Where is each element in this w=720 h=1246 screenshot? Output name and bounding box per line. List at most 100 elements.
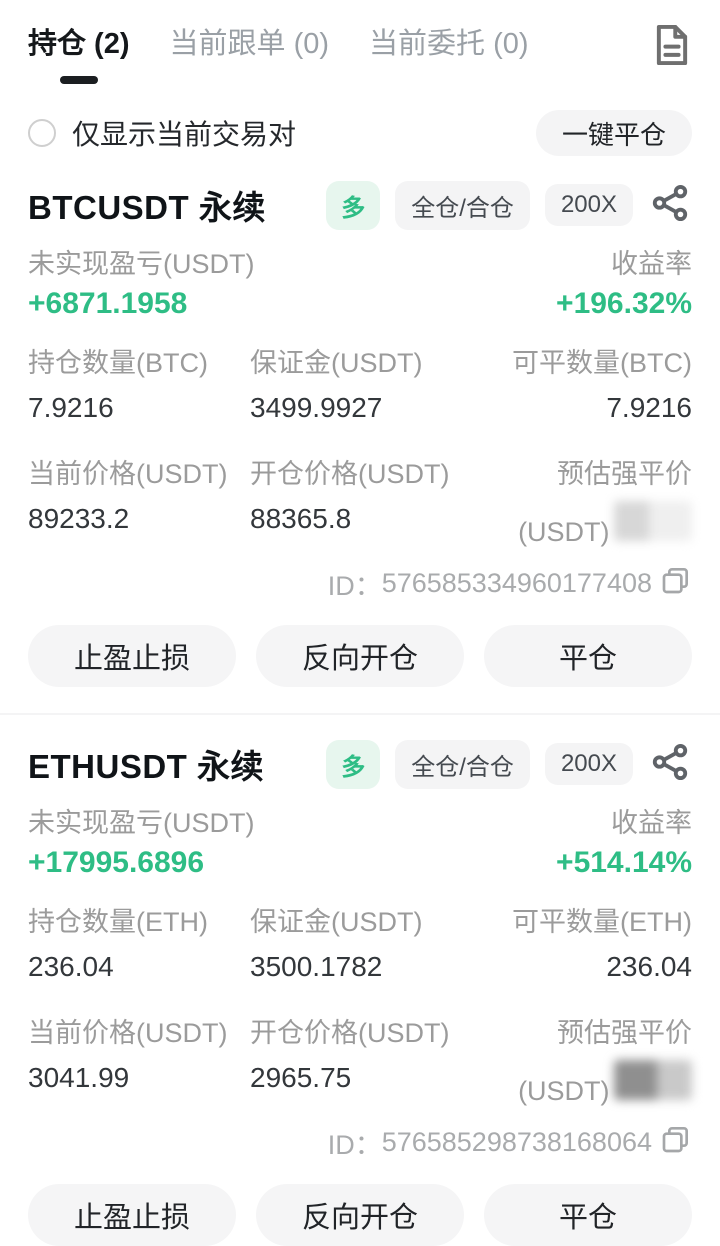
share-icon [648,741,692,788]
position-id-label: ID： [327,1130,382,1160]
card-divider [0,713,720,715]
current-price-value: 89233.2 [28,503,130,534]
filter-row: 仅显示当前交易对 一键平仓 [28,110,692,156]
tab-positions-label: 持仓 (2) [28,28,130,60]
margin-label: 保证金(USDT) [250,348,423,378]
tpsl-button[interactable]: 止盈止损 [28,1184,236,1246]
leverage-badge[interactable]: 200X [544,743,633,785]
copy-id-button[interactable] [660,1123,692,1162]
close-all-positions-button[interactable]: 一键平仓 [535,110,692,156]
long-side-badge: 多 [326,739,381,789]
pnl-values-row: +17995.6896 +514.14% [28,846,692,880]
show-current-pair-label: 仅显示当前交易对 [72,119,297,150]
position-id-label: ID： [327,571,382,601]
close-position-button[interactable]: 平仓 [484,1184,692,1246]
margin-value: 3499.9927 [250,392,383,423]
copy-icon [660,564,692,603]
position-fields-row-1: 持仓数量(BTC) 7.9216 保证金(USDT) 3499.9927 可平数… [28,341,692,424]
long-side-badge: 多 [326,180,381,230]
show-current-pair-radio[interactable] [28,119,56,147]
position-qty-field: 持仓数量(BTC) 7.9216 [28,341,250,424]
current-price-label: 当前价格(USDT) [28,459,228,489]
tab-open-orders-label: 当前委托 (0) [369,28,529,60]
tab-bar: 持仓 (2) 当前跟单 (0) 当前委托 (0) [28,0,692,84]
liquidation-price-label: 预估强平价(USDT) [518,459,692,547]
closable-qty-value: 7.9216 [606,392,692,423]
current-price-field: 当前价格(USDT) 3041.99 [28,1011,250,1107]
badges: 多 全仓/合仓 200X [326,180,692,230]
leverage-badge[interactable]: 200X [544,184,633,226]
margin-value: 3500.1782 [250,951,383,982]
position-fields-row-2: 当前价格(USDT) 3041.99 开仓价格(USDT) 2965.75 预估… [28,1011,692,1107]
position-fields-row-1: 持仓数量(ETH) 236.04 保证金(USDT) 3500.1782 可平数… [28,900,692,983]
position-card-ethusdt: ETHUSDT 永续 多 全仓/合仓 200X 未实现盈亏(USDT) 收益率 [28,739,692,1246]
entry-price-field: 开仓价格(USDT) 88365.8 [250,452,472,548]
closable-qty-label: 可平数量(ETH) [512,907,692,937]
liquidation-price-label: 预估强平价(USDT) [518,1018,692,1106]
pnl-values-row: +6871.1958 +196.32% [28,287,692,321]
position-id-row: ID： 576585298738168064 [28,1123,692,1162]
position-id-value: 576585298738168064 [381,1127,652,1157]
closable-qty-value: 236.04 [606,951,692,982]
entry-price-value: 88365.8 [250,503,352,534]
unrealized-pnl-value: +17995.6896 [28,846,205,879]
liquidation-price-field: 预估强平价(USDT) [472,1011,692,1107]
close-position-button[interactable]: 平仓 [484,625,692,687]
tab-copy-orders[interactable]: 当前跟单 (0) [170,20,330,62]
roe-label: 收益率 [611,249,692,279]
unrealized-pnl-label: 未实现盈亏(USDT) [28,249,255,279]
symbol-title: BTCUSDT 永续 [28,189,266,226]
liquidation-price-redacted-value [614,1060,692,1100]
document-icon [652,24,692,72]
entry-price-label: 开仓价格(USDT) [250,459,450,489]
share-icon [648,182,692,229]
closable-qty-label: 可平数量(BTC) [512,348,692,378]
position-actions: 止盈止损 反向开仓 平仓 [28,1184,692,1246]
liquidation-price-field: 预估强平价(USDT) [472,452,692,548]
position-id-row: ID： 576585334960177408 [28,564,692,603]
margin-mode-badge[interactable]: 全仓/合仓 [395,739,530,789]
entry-price-value: 2965.75 [250,1062,352,1093]
copy-id-button[interactable] [660,564,692,603]
tab-open-orders[interactable]: 当前委托 (0) [369,20,529,62]
badges: 多 全仓/合仓 200X [326,739,692,789]
position-card-btcusdt: BTCUSDT 永续 多 全仓/合仓 200X 未实现盈亏(USDT) 收益率 [28,180,692,687]
position-id-value: 576585334960177408 [381,568,652,598]
pnl-labels-row: 未实现盈亏(USDT) 收益率 [28,242,692,281]
symbol-title: ETHUSDT 永续 [28,748,264,785]
current-price-field: 当前价格(USDT) 89233.2 [28,452,250,548]
position-qty-label: 持仓数量(BTC) [28,348,208,378]
position-qty-label: 持仓数量(ETH) [28,907,208,937]
margin-label: 保证金(USDT) [250,907,423,937]
current-price-label: 当前价格(USDT) [28,1018,228,1048]
order-history-button[interactable] [652,20,692,73]
tpsl-button[interactable]: 止盈止损 [28,625,236,687]
position-qty-value: 7.9216 [28,392,114,423]
position-qty-value: 236.04 [28,951,114,982]
share-position-button[interactable] [648,741,692,788]
closable-qty-field: 可平数量(ETH) 236.04 [472,900,692,983]
pnl-labels-row: 未实现盈亏(USDT) 收益率 [28,801,692,840]
entry-price-field: 开仓价格(USDT) 2965.75 [250,1011,472,1107]
unrealized-pnl-value: +6871.1958 [28,287,188,320]
margin-mode-badge[interactable]: 全仓/合仓 [395,180,530,230]
position-actions: 止盈止损 反向开仓 平仓 [28,625,692,687]
reverse-position-button[interactable]: 反向开仓 [256,625,464,687]
card-header: ETHUSDT 永续 多 全仓/合仓 200X [28,739,692,789]
entry-price-label: 开仓价格(USDT) [250,1018,450,1048]
tab-positions[interactable]: 持仓 (2) [28,20,130,84]
roe-value: +514.14% [556,846,692,879]
roe-value: +196.32% [556,287,692,320]
current-price-value: 3041.99 [28,1062,130,1093]
margin-field: 保证金(USDT) 3500.1782 [250,900,472,983]
card-header: BTCUSDT 永续 多 全仓/合仓 200X [28,180,692,230]
liquidation-price-redacted-value [614,501,692,541]
position-qty-field: 持仓数量(ETH) 236.04 [28,900,250,983]
active-tab-underline [59,76,98,84]
roe-label: 收益率 [611,808,692,838]
tab-copy-orders-label: 当前跟单 (0) [169,28,330,60]
reverse-position-button[interactable]: 反向开仓 [256,1184,464,1246]
position-fields-row-2: 当前价格(USDT) 89233.2 开仓价格(USDT) 88365.8 预估… [28,452,692,548]
share-position-button[interactable] [648,182,692,229]
